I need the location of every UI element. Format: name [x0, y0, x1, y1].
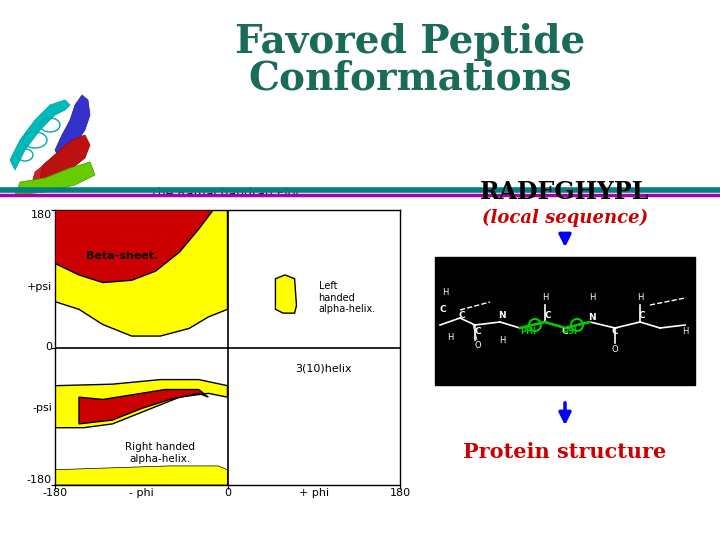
Polygon shape: [40, 135, 90, 180]
Text: C: C: [639, 310, 645, 320]
Text: N: N: [588, 314, 596, 322]
Polygon shape: [10, 100, 70, 170]
Text: H: H: [636, 294, 643, 302]
Text: -psi: -psi: [32, 403, 52, 413]
Text: 0: 0: [45, 342, 52, 353]
Text: C: C: [474, 327, 481, 336]
Text: PSI: PSI: [562, 327, 577, 336]
Text: Favored Peptide: Favored Peptide: [235, 23, 585, 61]
Text: Protein structure: Protein structure: [464, 442, 667, 462]
Text: C: C: [545, 310, 552, 320]
Polygon shape: [55, 466, 228, 485]
Polygon shape: [55, 210, 213, 282]
Text: RADFGHYPL: RADFGHYPL: [480, 180, 649, 204]
Text: PHI: PHI: [520, 327, 536, 336]
Text: (local sequence): (local sequence): [482, 209, 648, 227]
Text: +psi: +psi: [27, 282, 52, 292]
Text: + phi: + phi: [299, 488, 329, 498]
Text: O: O: [474, 341, 481, 350]
Text: C: C: [562, 327, 568, 336]
Text: O: O: [612, 345, 618, 354]
Text: Beta-sheet.: Beta-sheet.: [86, 251, 158, 261]
Polygon shape: [55, 380, 228, 428]
Polygon shape: [79, 389, 208, 424]
Text: C: C: [440, 305, 446, 314]
Text: -180: -180: [27, 475, 52, 485]
Text: H: H: [442, 288, 448, 297]
Bar: [435, 257, 695, 385]
Text: H: H: [542, 294, 548, 302]
Polygon shape: [55, 210, 228, 336]
Text: C: C: [612, 327, 618, 336]
Text: H: H: [499, 336, 505, 345]
Text: Conformations: Conformations: [248, 59, 572, 97]
Text: H: H: [682, 327, 688, 336]
Bar: [0, 0, 720, 195]
Text: 3(10)helix: 3(10)helix: [295, 364, 351, 374]
Text: Right handed
alpha-helix.: Right handed alpha-helix.: [125, 442, 195, 464]
Polygon shape: [55, 95, 90, 160]
Text: C: C: [459, 310, 465, 320]
Text: H: H: [589, 293, 595, 302]
Text: - phi: - phi: [129, 488, 153, 498]
Text: The Ramachandran Plot.: The Ramachandran Plot.: [150, 187, 305, 200]
Text: Left
handed
alpha-helix.: Left handed alpha-helix.: [318, 281, 376, 314]
Polygon shape: [15, 162, 95, 195]
Text: 180: 180: [390, 488, 410, 498]
Text: H: H: [447, 333, 453, 341]
Polygon shape: [276, 275, 297, 313]
Text: 180: 180: [31, 210, 52, 220]
Text: -180: -180: [42, 488, 68, 498]
Text: 0: 0: [224, 488, 231, 498]
Polygon shape: [30, 140, 85, 190]
Text: N: N: [498, 312, 506, 321]
